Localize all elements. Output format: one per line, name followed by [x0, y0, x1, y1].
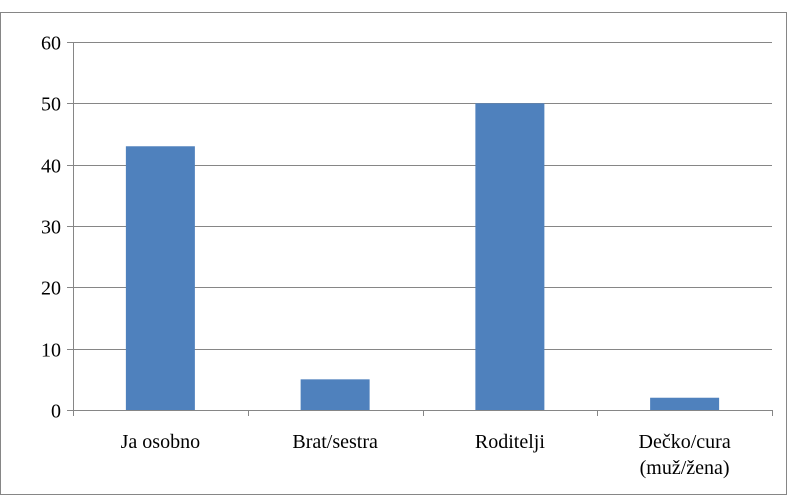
bar-1 — [125, 146, 195, 410]
bars — [125, 103, 720, 410]
y-tick-label: 20 — [41, 278, 61, 300]
y-tick-label: 50 — [41, 94, 61, 116]
bar-2 — [300, 379, 370, 410]
y-tick-label: 10 — [41, 340, 61, 362]
y-tick-label: 40 — [41, 156, 61, 178]
y-tick-label: 30 — [41, 217, 61, 239]
chart-border — [0, 12, 787, 495]
bar-4 — [650, 397, 720, 410]
x-tick-label: Roditelji — [475, 431, 545, 453]
x-tick-label: Brat/sestra — [292, 431, 378, 453]
y-tick-labels: 0 10 20 30 40 50 60 — [41, 33, 61, 423]
axes — [67, 42, 773, 416]
x-tick-label: Dečko/cura (muž/žena) — [639, 431, 731, 479]
x-tick-labels: Ja osobno Brat/sestra Roditelji Dečko/cura(… — [121, 431, 731, 479]
y-tick-label: 60 — [41, 33, 61, 55]
x-tick-label: Ja osobno — [121, 431, 200, 453]
y-tick-label: 0 — [51, 401, 61, 423]
bar-3 — [475, 103, 545, 410]
